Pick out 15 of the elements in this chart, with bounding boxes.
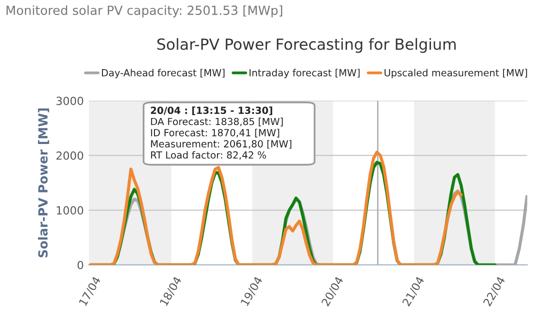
- y-axis-title: Solar-PV Power [MW]: [38, 108, 50, 258]
- annotation: RT Load factor: 82,42 %: [151, 151, 266, 160]
- y-tick-label: 3000: [56, 96, 84, 106]
- y-tick-label: 1000: [56, 206, 84, 215]
- legend-label: Upscaled measurement [MW]: [384, 68, 528, 78]
- chart-subtitle: Monitored solar PV capacity: 2501.53 [MWp]: [6, 5, 282, 18]
- y-tick-label: 2000: [56, 151, 84, 160]
- annotation: Measurement: 2061,80 [MW]: [151, 140, 292, 149]
- legend-label: Intraday forecast [MW]: [250, 68, 360, 78]
- y-tick-label: 0: [78, 260, 84, 270]
- chart-title: Solar-PV Power Forecasting for Belgium: [157, 38, 456, 53]
- annotation: ID Forecast: 1870,41 [MW]: [151, 128, 280, 138]
- annotation: DA Forecast: 1838,85 [MW]: [151, 118, 283, 126]
- legend-label: Day-Ahead forecast [MW]: [102, 68, 224, 78]
- annotation: 20/04 : [13:15 - 13:30]: [150, 106, 272, 116]
